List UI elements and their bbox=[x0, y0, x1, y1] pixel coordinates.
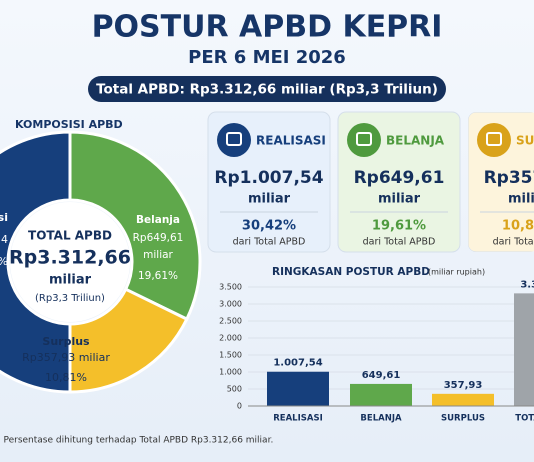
y-tick-label: 2.500 bbox=[219, 317, 242, 326]
card: REALISASI Rp1.007,54 miliar 30,42% dari Tota… bbox=[207, 111, 331, 253]
bar bbox=[350, 383, 412, 406]
donut-slice bbox=[68, 287, 189, 394]
card-icon-glyph bbox=[356, 132, 372, 146]
x-tick-label: REALISASI bbox=[273, 414, 323, 424]
footnote: Catatan: Persentase dihitung terhadap To… bbox=[0, 436, 273, 446]
card-amount: Rp357,93 bbox=[484, 168, 534, 188]
donut-center bbox=[10, 202, 130, 322]
bar bbox=[514, 293, 534, 406]
bar bbox=[267, 371, 329, 406]
slice-label: Realisasi bbox=[0, 211, 8, 224]
card-unit: miliar bbox=[378, 192, 421, 207]
y-tick-label: 3.500 bbox=[219, 283, 242, 292]
donut-slice bbox=[0, 130, 72, 394]
banner-text: Total APBD: Rp3.312,66 miliar (Rp3,3 Tri… bbox=[96, 82, 438, 98]
slice-label: Surplus bbox=[42, 335, 90, 348]
center-note: (Rp3,3 Triliun) bbox=[35, 293, 105, 304]
bar-value-label: 3.312,66 bbox=[520, 279, 534, 290]
y-tick-label: 500 bbox=[227, 385, 242, 394]
bar bbox=[432, 393, 494, 406]
bar-value-label: 1.007,54 bbox=[273, 358, 322, 369]
card-amount: Rp1.007,54 bbox=[214, 168, 323, 188]
cards: REALISASI Rp1.007,54 miliar 30,42% dari Tota… bbox=[207, 111, 534, 253]
y-tick-label: 2.000 bbox=[219, 334, 242, 343]
x-tick-label: BELANJA bbox=[360, 414, 402, 424]
card-unit: miliar bbox=[508, 192, 534, 207]
card: SURPLUS Rp357,93 miliar 10,81% dari Total AP… bbox=[468, 112, 534, 252]
slice-label: 30,42% bbox=[0, 255, 8, 268]
donut: TOTAL APBD Rp3.312,66 miliar (Rp3,3 Triliun… bbox=[0, 130, 202, 394]
donut-slice bbox=[68, 130, 202, 322]
chart-subtitle: (miliar rupiah) bbox=[428, 268, 485, 277]
slice-label: 19,61% bbox=[138, 270, 178, 282]
center-unit: miliar bbox=[49, 273, 92, 288]
title: POSTUR APBD KEPRI bbox=[92, 10, 443, 45]
card-unit: miliar bbox=[248, 192, 291, 207]
slice-label: Rp357,93 miliar bbox=[22, 351, 110, 364]
bar-value-label: 357,93 bbox=[444, 380, 483, 391]
banner bbox=[88, 76, 446, 102]
x-tick-label: SURPLUS bbox=[441, 414, 485, 424]
center-amount: Rp3.312,66 bbox=[9, 247, 131, 269]
card-note: dari Total APBD bbox=[363, 237, 436, 248]
card-title: BELANJA bbox=[386, 134, 445, 148]
slice-label: Belanja bbox=[136, 214, 180, 226]
chart-title: RINGKASAN POSTUR APBD bbox=[272, 266, 430, 278]
card-percent: 30,42% bbox=[242, 219, 296, 234]
bar-value-label: 649,61 bbox=[362, 370, 401, 381]
y-tick-label: 3.000 bbox=[219, 300, 242, 309]
y-tick-label: 1.000 bbox=[219, 368, 242, 377]
card-note: dari Total APBD bbox=[233, 237, 306, 248]
card-percent: 10,81% bbox=[502, 219, 534, 234]
card: BELANJA Rp649,61 miliar 19,61% dari Total AP… bbox=[337, 111, 461, 253]
card-amount: Rp649,61 bbox=[354, 168, 445, 188]
card-icon bbox=[477, 123, 511, 157]
slice-label: Rp1.007,54 bbox=[0, 233, 8, 246]
section-title: KOMPOSISI APBD bbox=[15, 118, 123, 131]
card-title: SURPLUS bbox=[516, 134, 534, 148]
card-title: REALISASI bbox=[256, 134, 326, 148]
card-icon bbox=[217, 123, 251, 157]
slice-label: miliar bbox=[143, 249, 173, 261]
card-icon bbox=[347, 123, 381, 157]
subtitle: PER 6 MEI 2026 bbox=[188, 47, 346, 68]
card-icon-glyph bbox=[486, 132, 502, 146]
card-percent: 19,61% bbox=[372, 219, 426, 234]
center-title: TOTAL APBD bbox=[28, 229, 112, 243]
x-tick-label: TOTAL APBD bbox=[515, 414, 534, 424]
card-note: dari Total APBD bbox=[493, 237, 534, 248]
card-icon-glyph bbox=[226, 132, 242, 146]
slice-label: Rp649,61 bbox=[133, 232, 184, 244]
y-tick-label: 1.500 bbox=[219, 351, 242, 360]
y-tick-label: 0 bbox=[237, 402, 242, 411]
slice-label: 10,81% bbox=[45, 371, 87, 384]
bar-chart: RINGKASAN POSTUR APBD(miliar rupiah) 0 500… bbox=[219, 266, 534, 424]
